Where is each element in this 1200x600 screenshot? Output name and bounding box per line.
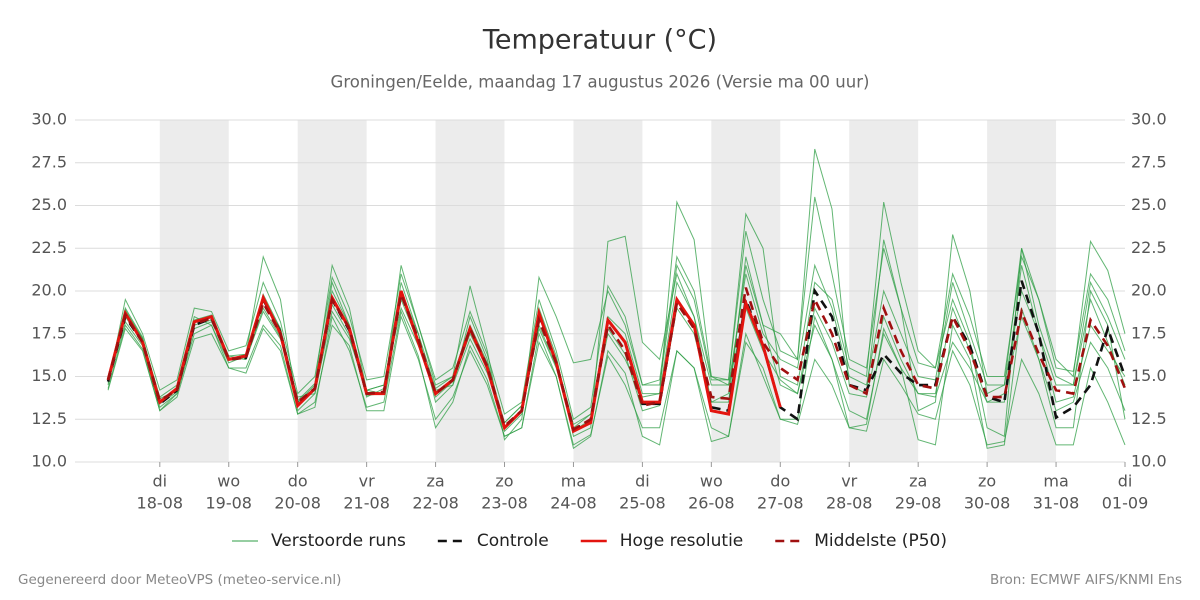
y-tick-label: 27.5: [31, 152, 67, 171]
x-tick-label: za: [426, 472, 444, 491]
x-tick-label: do: [770, 472, 790, 491]
x-tick-date: 22-08: [412, 494, 459, 513]
ensemble-line: [107, 200, 1126, 429]
chart-title: Temperatuur (°C): [482, 25, 717, 56]
legend-label: Verstoorde runs: [271, 531, 406, 551]
x-tick-label: zo: [978, 472, 996, 491]
y-tick-label-right: 20.0: [1131, 281, 1167, 300]
x-tick-label: wo: [217, 472, 240, 491]
legend: Verstoorde runs Controle Hoge resolutie Mid…: [232, 531, 947, 551]
x-tick-label: wo: [700, 472, 723, 491]
y-tick-label-right: 30.0: [1131, 110, 1167, 129]
x-tick-date: 24-08: [550, 494, 597, 513]
y-tick-label: 10.0: [31, 452, 67, 471]
ensemble-line: [107, 314, 1126, 446]
y-tick-label-right: 17.5: [1131, 323, 1167, 342]
footer-right: Bron: ECMWF AIFS/KNMI Ens: [990, 572, 1182, 588]
ensemble-line: [107, 196, 1126, 421]
x-tick-date: 01-09: [1102, 494, 1149, 513]
x-tick-date: 20-08: [274, 494, 321, 513]
y-tick-label-right: 15.0: [1131, 366, 1167, 385]
y-tick-label: 15.0: [31, 366, 67, 385]
ensemble-line: [107, 256, 1126, 433]
legend-label: Middelste (P50): [814, 531, 947, 551]
y-tick-label-right: 10.0: [1131, 452, 1167, 471]
x-tick-date: 21-08: [343, 494, 390, 513]
x-tick-label: vr: [841, 472, 857, 491]
ensemble-line: [107, 201, 1126, 441]
x-tick-label: do: [288, 472, 308, 491]
x-tick-date: 26-08: [688, 494, 735, 513]
y-tick-label-right: 22.5: [1131, 238, 1167, 257]
legend-label: Hoge resolutie: [620, 531, 744, 551]
x-tick-label: ma: [561, 472, 586, 491]
x-tick-date: 29-08: [895, 494, 942, 513]
ensemble-line: [107, 289, 1126, 450]
x-tick-label: za: [909, 472, 927, 491]
y-tick-label: 22.5: [31, 238, 67, 257]
x-tick-date: 31-08: [1033, 494, 1080, 513]
legend-label: Controle: [477, 531, 549, 551]
x-tick-label: vr: [359, 472, 375, 491]
x-tick-label: zo: [495, 472, 513, 491]
y-tick-label: 17.5: [31, 323, 67, 342]
x-tick-label: di: [152, 472, 167, 491]
y-tick-label-right: 12.5: [1131, 409, 1167, 428]
x-tick-date: 25-08: [619, 494, 666, 513]
chart-subtitle: Groningen/Eelde, maandag 17 augustus 202…: [331, 73, 870, 92]
y-tick-label: 25.0: [31, 195, 67, 214]
x-tick-date: 28-08: [826, 494, 873, 513]
ensemble-line: [107, 263, 1126, 426]
x-tick-date: 19-08: [205, 494, 252, 513]
footer-left: Gegenereerd door MeteoVPS (meteo-service…: [18, 572, 341, 588]
y-tick-label-right: 27.5: [1131, 152, 1167, 171]
x-tick-label: di: [1118, 472, 1133, 491]
x-tick-date: 30-08: [964, 494, 1011, 513]
y-tick-label-right: 25.0: [1131, 195, 1167, 214]
x-tick-label: ma: [1043, 472, 1068, 491]
y-tick-label: 30.0: [31, 110, 67, 129]
y-tick-label: 12.5: [31, 409, 67, 428]
x-tick-date: 27-08: [757, 494, 804, 513]
series-line: [106, 287, 1127, 432]
y-tick-label: 20.0: [31, 281, 67, 300]
x-tick-date: 23-08: [481, 494, 528, 513]
x-tick-date: 18-08: [137, 494, 184, 513]
x-tick-label: di: [635, 472, 650, 491]
